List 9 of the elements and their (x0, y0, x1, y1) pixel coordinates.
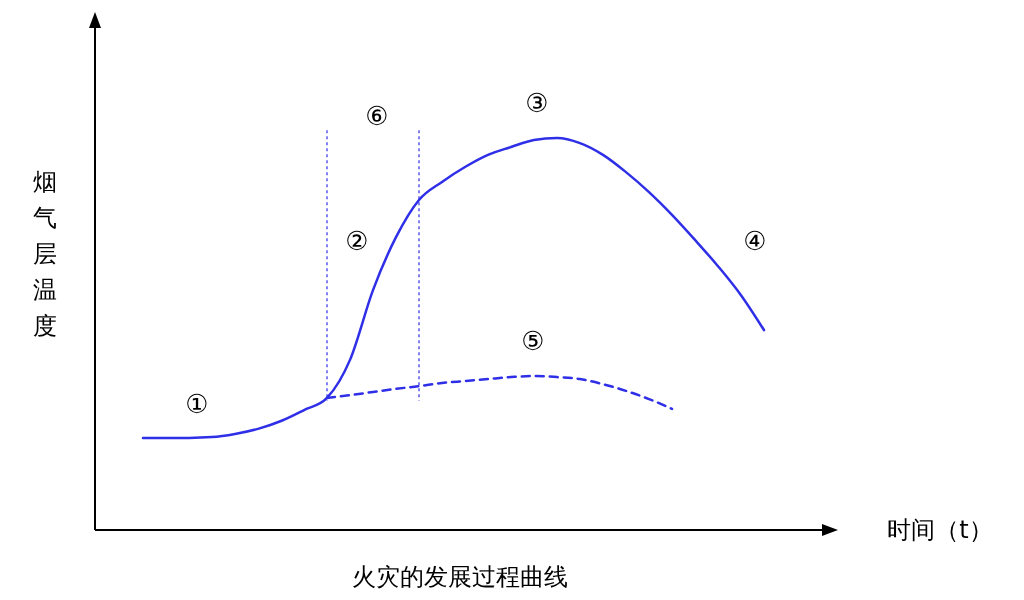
annotation: ④ (743, 225, 767, 256)
text: ⑥ (365, 100, 389, 131)
x-axis-title: 时间（t） (887, 516, 993, 544)
annotation: ⑤ (521, 325, 545, 356)
text: ③ (525, 87, 549, 118)
text: 火灾的发展过程曲线 (352, 563, 568, 591)
annotation: ① (185, 388, 209, 419)
annotation: ② (345, 225, 369, 256)
y-axis-title: 烟气层温度 (33, 168, 57, 340)
